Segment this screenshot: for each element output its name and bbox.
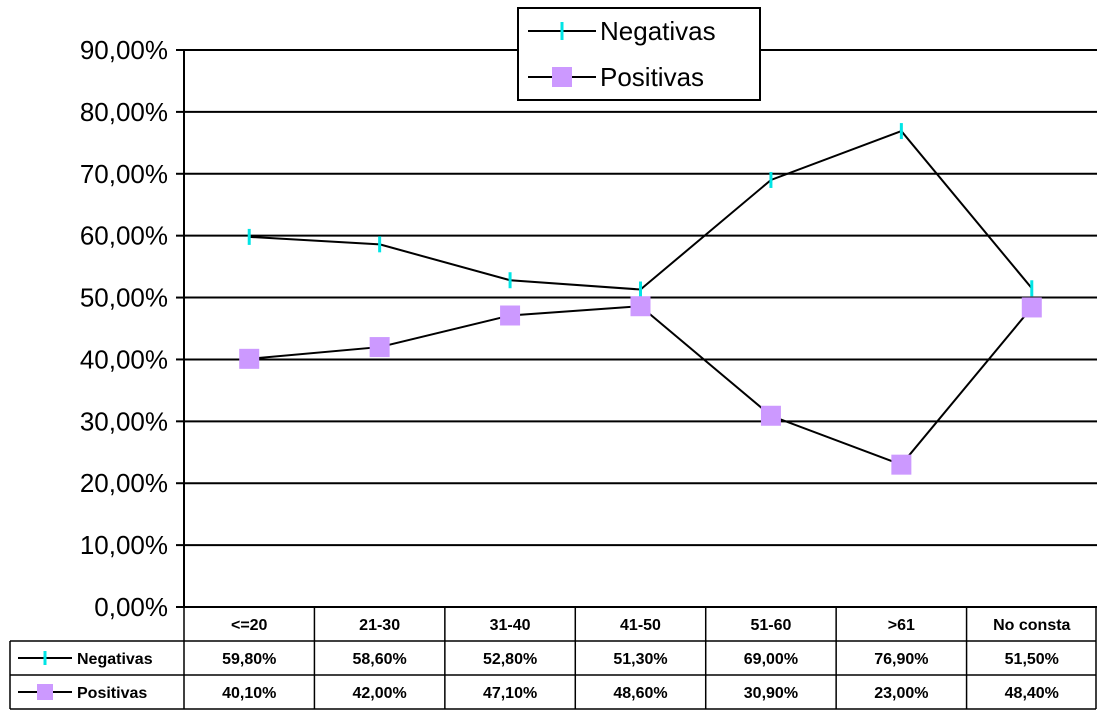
series-name-negativas: Negativas xyxy=(77,651,153,668)
data-value: 58,60% xyxy=(353,651,407,668)
data-value: 69,00% xyxy=(744,651,798,668)
category-label: 41-50 xyxy=(620,617,661,634)
data-value: 51,50% xyxy=(1005,651,1059,668)
series-line-negativas xyxy=(249,129,1033,291)
legend: Negativas Positivas xyxy=(517,7,761,101)
y-tick-label: 30,00% xyxy=(80,406,168,436)
y-tick-label: 50,00% xyxy=(80,283,168,313)
category-label: >61 xyxy=(888,617,915,634)
data-point-positivas xyxy=(760,405,781,426)
data-value: 23,00% xyxy=(874,685,928,702)
data-point-positivas xyxy=(239,348,260,369)
y-tick-label: 90,00% xyxy=(80,35,168,65)
series-name-positivas: Positivas xyxy=(77,685,147,702)
y-tick-label: 0,00% xyxy=(94,592,168,622)
category-label: 51-60 xyxy=(750,617,791,634)
category-label: 21-30 xyxy=(359,617,400,634)
data-point-positivas xyxy=(500,305,521,326)
y-tick-label: 70,00% xyxy=(80,159,168,189)
data-point-positivas xyxy=(891,454,912,475)
data-value: 52,80% xyxy=(483,651,537,668)
y-axis: 0,00% 10,00% 20,00% 30,00% 40,00% 50,00% 60,00… xyxy=(80,35,185,622)
table-key-marker xyxy=(37,684,53,700)
data-value: 30,90% xyxy=(744,685,798,702)
data-point-positivas xyxy=(369,337,390,358)
data-table: <=20 21-30 31-40 41-50 51-60 >61 No consta Nega… xyxy=(9,606,1097,710)
data-value: 76,90% xyxy=(874,651,928,668)
legend-label-negativas: Negativas xyxy=(600,16,716,46)
data-value: 48,40% xyxy=(1005,685,1059,702)
legend-key-marker xyxy=(552,67,572,87)
data-value: 40,10% xyxy=(222,685,276,702)
data-value: 51,30% xyxy=(613,651,667,668)
y-tick-label: 10,00% xyxy=(80,530,168,560)
category-label: <=20 xyxy=(231,617,268,634)
y-tick-label: 40,00% xyxy=(80,344,168,374)
category-label: No consta xyxy=(993,617,1070,634)
legend-label-positivas: Positivas xyxy=(600,62,704,92)
data-point-positivas xyxy=(1021,297,1042,318)
series-line-positivas xyxy=(249,305,1033,466)
data-value: 42,00% xyxy=(353,685,407,702)
gridlines xyxy=(184,49,1097,608)
y-tick-label: 20,00% xyxy=(80,468,168,498)
data-value: 48,60% xyxy=(613,685,667,702)
y-tick-label: 60,00% xyxy=(80,221,168,251)
data-point-positivas xyxy=(630,296,651,317)
series-layer xyxy=(239,123,1042,475)
data-value: 59,80% xyxy=(222,651,276,668)
category-label: 31-40 xyxy=(490,617,531,634)
y-tick-label: 80,00% xyxy=(80,97,168,127)
data-value: 47,10% xyxy=(483,685,537,702)
